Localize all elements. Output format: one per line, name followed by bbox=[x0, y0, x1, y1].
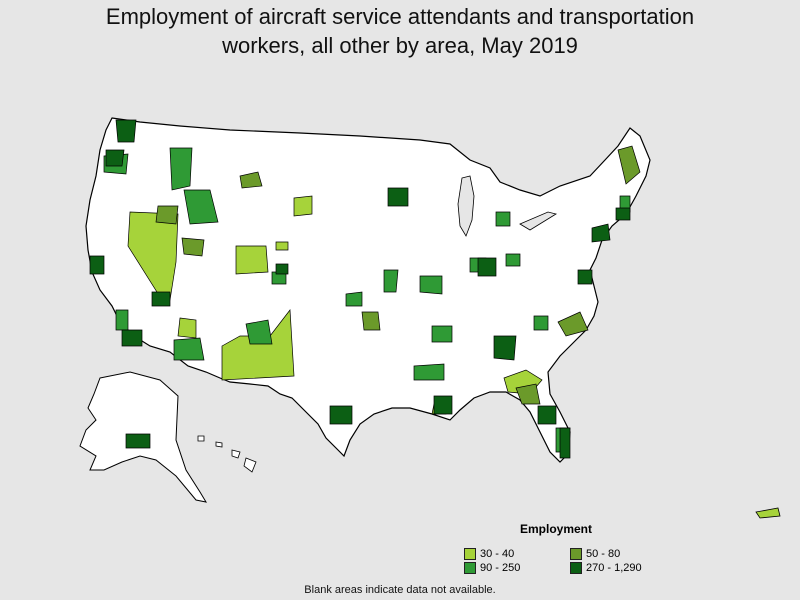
legend-item-30-40: 30 - 40 bbox=[464, 548, 514, 560]
area-maine bbox=[617, 145, 641, 185]
lake-erie bbox=[519, 211, 558, 231]
legend-swatch-50-80 bbox=[570, 548, 582, 560]
puerto-rico bbox=[755, 507, 781, 519]
area-boise bbox=[183, 189, 219, 225]
legend-title: Employment bbox=[520, 522, 593, 536]
hawaii-islands bbox=[197, 435, 257, 473]
legend-label-30-40: 30 - 40 bbox=[480, 548, 515, 560]
area-new-york bbox=[591, 223, 611, 243]
area-portland bbox=[105, 149, 125, 167]
area-georgia-east bbox=[515, 383, 541, 405]
legend-item-90-250: 90 - 250 bbox=[464, 562, 520, 574]
legend-label-90-250: 90 - 250 bbox=[480, 562, 521, 574]
area-alaska-anchorage bbox=[125, 433, 151, 449]
area-boston bbox=[615, 207, 631, 221]
area-north-carolina bbox=[557, 311, 589, 337]
area-florida-west bbox=[537, 405, 557, 425]
area-arizona-north bbox=[177, 317, 197, 339]
map-title: Employment of aircraft service attendant… bbox=[0, 2, 800, 60]
legend-item-270-1290: 270 - 1,290 bbox=[570, 562, 642, 574]
area-mississippi bbox=[413, 363, 445, 381]
area-utah bbox=[181, 237, 205, 257]
area-chicago bbox=[477, 257, 497, 277]
area-arizona-phoenix bbox=[173, 337, 205, 361]
area-ohio bbox=[505, 253, 521, 267]
lake-michigan bbox=[457, 175, 475, 237]
map-title-line-1: Employment of aircraft service attendant… bbox=[105, 4, 695, 29]
area-montana bbox=[239, 171, 263, 189]
area-idaho-south bbox=[155, 205, 179, 225]
area-virginia bbox=[533, 315, 549, 331]
area-nebraska-west bbox=[275, 241, 289, 251]
area-minneapolis bbox=[387, 187, 409, 207]
employment-areas bbox=[89, 119, 641, 459]
map-title-line-2: workers, all other by area, May 2019 bbox=[222, 33, 578, 58]
area-missouri bbox=[419, 275, 443, 295]
legend: Employment 30 - 40 50 - 80 90 - 250 270 … bbox=[462, 520, 662, 580]
legend-swatch-270-1290 bbox=[570, 562, 582, 574]
area-houston bbox=[433, 395, 453, 415]
legend-label-50-80: 50 - 80 bbox=[586, 548, 621, 560]
area-idaho-north bbox=[169, 147, 193, 191]
legend-label-270-1290: 270 - 1,290 bbox=[586, 562, 642, 574]
area-los-angeles bbox=[121, 329, 143, 347]
area-new-mexico-albuquerque bbox=[245, 319, 273, 345]
area-bay-area bbox=[89, 255, 105, 275]
area-oklahoma-east bbox=[361, 311, 381, 331]
area-seattle bbox=[115, 119, 137, 143]
area-tennessee bbox=[431, 325, 453, 343]
area-las-vegas bbox=[151, 291, 171, 307]
area-new-mexico bbox=[221, 309, 295, 381]
area-denver bbox=[275, 263, 289, 275]
legend-item-50-80: 50 - 80 bbox=[570, 548, 620, 560]
area-dallas bbox=[329, 405, 353, 425]
legend-swatch-90-250 bbox=[464, 562, 476, 574]
area-wyoming-east bbox=[293, 195, 313, 217]
area-michigan bbox=[495, 211, 511, 227]
area-iowa bbox=[383, 269, 399, 293]
area-california-south bbox=[115, 309, 129, 331]
area-dc bbox=[577, 269, 593, 285]
legend-swatch-30-40 bbox=[464, 548, 476, 560]
area-colorado-west bbox=[235, 245, 269, 275]
area-kansas bbox=[345, 291, 363, 307]
area-miami bbox=[559, 427, 571, 459]
area-atlanta bbox=[493, 335, 517, 361]
blank-areas-note: Blank areas indicate data not available. bbox=[304, 584, 496, 596]
